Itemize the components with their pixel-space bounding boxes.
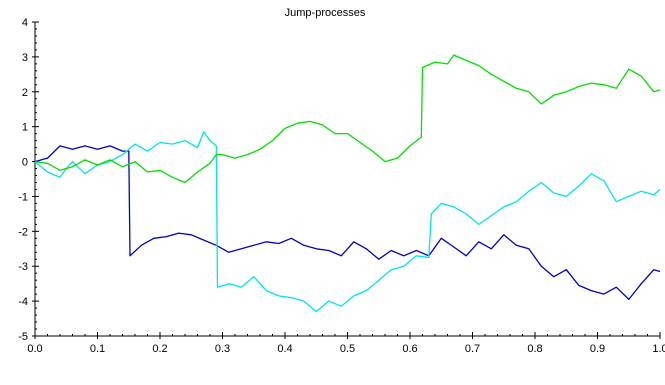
x-tick-label: 0.7 [465, 343, 480, 355]
y-tick-label: -5 [18, 331, 28, 343]
y-tick-label: 0 [22, 157, 28, 169]
x-tick-label: 0.5 [340, 343, 355, 355]
x-tick-label: 0.4 [277, 343, 292, 355]
y-tick-label: 3 [22, 52, 28, 64]
x-tick-label: 0.9 [590, 343, 605, 355]
series-layer [34, 54, 661, 313]
y-tick-label: 4 [22, 17, 28, 29]
x-tick-label: 0.6 [402, 343, 417, 355]
y-tick-label: -4 [18, 296, 28, 308]
y-tick-label: -1 [18, 191, 28, 203]
chart-title: Jump-processes [285, 7, 366, 19]
x-tick-label: 1.0 [652, 343, 665, 355]
series-line-3 [34, 54, 661, 184]
y-tick-label: 1 [22, 122, 28, 134]
y-tick-label: -2 [18, 226, 28, 238]
axes: 4 3 2 1 0 -1 -2 -3 -4 -50.0 0.1 0.2 0.3 0.4 0.5 0.6 0.7 0… [18, 17, 665, 355]
series-line-1 [34, 145, 661, 301]
y-tick-label: 2 [22, 87, 28, 99]
y-tick-label: -3 [18, 261, 28, 273]
series-line-2 [34, 131, 661, 313]
x-tick-label: 0.3 [215, 343, 230, 355]
x-tick-label: 0.1 [90, 343, 105, 355]
x-tick-label: 0.0 [27, 343, 42, 355]
x-tick-label: 0.8 [527, 343, 542, 355]
x-tick-label: 0.2 [152, 343, 167, 355]
